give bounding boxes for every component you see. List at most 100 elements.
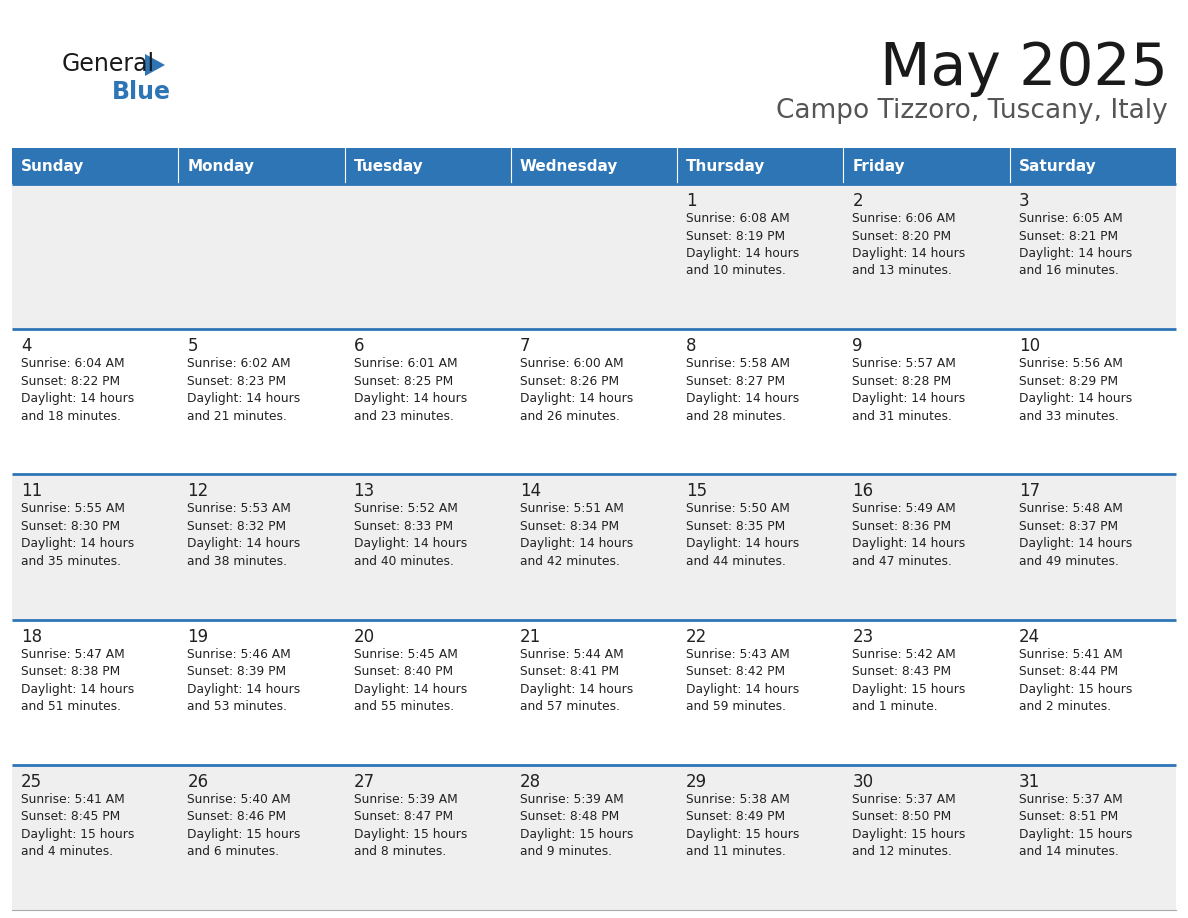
Text: and 23 minutes.: and 23 minutes. xyxy=(354,409,454,422)
Bar xyxy=(843,184,1010,330)
Text: Sunrise: 5:41 AM: Sunrise: 5:41 AM xyxy=(1019,647,1123,661)
Text: 15: 15 xyxy=(687,482,707,500)
Text: Sunset: 8:33 PM: Sunset: 8:33 PM xyxy=(354,520,453,533)
Text: Sunrise: 6:05 AM: Sunrise: 6:05 AM xyxy=(1019,212,1123,225)
Bar xyxy=(345,765,511,910)
Text: Sunset: 8:47 PM: Sunset: 8:47 PM xyxy=(354,811,453,823)
Text: 16: 16 xyxy=(853,482,873,500)
Text: Daylight: 14 hours: Daylight: 14 hours xyxy=(687,392,800,405)
Text: Sunrise: 5:38 AM: Sunrise: 5:38 AM xyxy=(687,793,790,806)
Text: Sunrise: 6:01 AM: Sunrise: 6:01 AM xyxy=(354,357,457,370)
Text: Daylight: 14 hours: Daylight: 14 hours xyxy=(188,537,301,551)
Text: Sunrise: 5:45 AM: Sunrise: 5:45 AM xyxy=(354,647,457,661)
Text: Daylight: 14 hours: Daylight: 14 hours xyxy=(853,537,966,551)
Text: and 53 minutes.: and 53 minutes. xyxy=(188,700,287,713)
Text: Sunset: 8:21 PM: Sunset: 8:21 PM xyxy=(1019,230,1118,242)
Text: 10: 10 xyxy=(1019,337,1040,355)
Text: Campo Tizzoro, Tuscany, Italy: Campo Tizzoro, Tuscany, Italy xyxy=(776,98,1168,124)
Text: 8: 8 xyxy=(687,337,696,355)
Text: and 35 minutes.: and 35 minutes. xyxy=(21,554,121,568)
Text: 22: 22 xyxy=(687,628,707,645)
Text: 1: 1 xyxy=(687,192,697,210)
Text: Sunday: Sunday xyxy=(21,159,84,174)
Text: Daylight: 14 hours: Daylight: 14 hours xyxy=(21,683,134,696)
Text: 30: 30 xyxy=(853,773,873,790)
Text: Sunset: 8:49 PM: Sunset: 8:49 PM xyxy=(687,811,785,823)
Text: and 47 minutes.: and 47 minutes. xyxy=(853,554,953,568)
Text: Sunrise: 5:42 AM: Sunrise: 5:42 AM xyxy=(853,647,956,661)
Text: and 18 minutes.: and 18 minutes. xyxy=(21,409,121,422)
Text: Daylight: 14 hours: Daylight: 14 hours xyxy=(520,392,633,405)
Bar xyxy=(511,620,677,765)
Text: Sunrise: 5:43 AM: Sunrise: 5:43 AM xyxy=(687,647,790,661)
Text: and 31 minutes.: and 31 minutes. xyxy=(853,409,953,422)
Text: Sunset: 8:32 PM: Sunset: 8:32 PM xyxy=(188,520,286,533)
Bar xyxy=(1010,184,1176,330)
Text: Monday: Monday xyxy=(188,159,254,174)
Bar xyxy=(12,330,178,475)
Text: and 21 minutes.: and 21 minutes. xyxy=(188,409,287,422)
Text: 24: 24 xyxy=(1019,628,1040,645)
Bar xyxy=(511,330,677,475)
Text: Daylight: 14 hours: Daylight: 14 hours xyxy=(354,683,467,696)
Text: Daylight: 15 hours: Daylight: 15 hours xyxy=(853,828,966,841)
Text: Daylight: 14 hours: Daylight: 14 hours xyxy=(1019,537,1132,551)
Text: Sunrise: 5:50 AM: Sunrise: 5:50 AM xyxy=(687,502,790,515)
Bar xyxy=(345,475,511,620)
Text: May 2025: May 2025 xyxy=(880,40,1168,97)
Bar xyxy=(511,765,677,910)
Text: Sunrise: 5:49 AM: Sunrise: 5:49 AM xyxy=(853,502,956,515)
Text: Sunrise: 5:55 AM: Sunrise: 5:55 AM xyxy=(21,502,125,515)
Text: Sunrise: 6:08 AM: Sunrise: 6:08 AM xyxy=(687,212,790,225)
Bar xyxy=(178,148,345,184)
Text: Sunset: 8:35 PM: Sunset: 8:35 PM xyxy=(687,520,785,533)
Bar xyxy=(677,620,843,765)
Text: and 2 minutes.: and 2 minutes. xyxy=(1019,700,1111,713)
Bar xyxy=(345,330,511,475)
Bar xyxy=(677,330,843,475)
Text: Daylight: 14 hours: Daylight: 14 hours xyxy=(687,537,800,551)
Text: Sunrise: 5:37 AM: Sunrise: 5:37 AM xyxy=(853,793,956,806)
Text: Sunset: 8:28 PM: Sunset: 8:28 PM xyxy=(853,375,952,387)
Text: 20: 20 xyxy=(354,628,374,645)
Text: Sunset: 8:34 PM: Sunset: 8:34 PM xyxy=(520,520,619,533)
Text: 21: 21 xyxy=(520,628,541,645)
Bar xyxy=(12,620,178,765)
Bar xyxy=(345,620,511,765)
Text: 18: 18 xyxy=(21,628,42,645)
Text: Blue: Blue xyxy=(112,80,171,104)
Bar xyxy=(511,475,677,620)
Bar xyxy=(1010,330,1176,475)
Bar xyxy=(178,620,345,765)
Text: and 12 minutes.: and 12 minutes. xyxy=(853,845,953,858)
Text: 11: 11 xyxy=(21,482,43,500)
Text: Daylight: 15 hours: Daylight: 15 hours xyxy=(354,828,467,841)
Text: 17: 17 xyxy=(1019,482,1040,500)
Bar xyxy=(1010,765,1176,910)
Text: Sunset: 8:27 PM: Sunset: 8:27 PM xyxy=(687,375,785,387)
Text: and 28 minutes.: and 28 minutes. xyxy=(687,409,786,422)
Text: Sunrise: 5:58 AM: Sunrise: 5:58 AM xyxy=(687,357,790,370)
Polygon shape xyxy=(145,54,165,76)
Text: 7: 7 xyxy=(520,337,530,355)
Text: Sunrise: 5:47 AM: Sunrise: 5:47 AM xyxy=(21,647,125,661)
Text: Sunset: 8:39 PM: Sunset: 8:39 PM xyxy=(188,666,286,678)
Text: 25: 25 xyxy=(21,773,42,790)
Text: Sunrise: 5:51 AM: Sunrise: 5:51 AM xyxy=(520,502,624,515)
Text: Daylight: 15 hours: Daylight: 15 hours xyxy=(687,828,800,841)
Bar xyxy=(511,184,677,330)
Bar xyxy=(843,330,1010,475)
Text: Sunset: 8:20 PM: Sunset: 8:20 PM xyxy=(853,230,952,242)
Bar xyxy=(1010,148,1176,184)
Bar xyxy=(345,184,511,330)
Text: Sunrise: 5:56 AM: Sunrise: 5:56 AM xyxy=(1019,357,1123,370)
Text: Sunrise: 5:53 AM: Sunrise: 5:53 AM xyxy=(188,502,291,515)
Text: Sunrise: 5:48 AM: Sunrise: 5:48 AM xyxy=(1019,502,1123,515)
Text: Sunset: 8:48 PM: Sunset: 8:48 PM xyxy=(520,811,619,823)
Text: Sunset: 8:40 PM: Sunset: 8:40 PM xyxy=(354,666,453,678)
Text: Sunrise: 5:44 AM: Sunrise: 5:44 AM xyxy=(520,647,624,661)
Text: Sunset: 8:37 PM: Sunset: 8:37 PM xyxy=(1019,520,1118,533)
Bar xyxy=(843,765,1010,910)
Text: Sunset: 8:44 PM: Sunset: 8:44 PM xyxy=(1019,666,1118,678)
Text: Sunset: 8:26 PM: Sunset: 8:26 PM xyxy=(520,375,619,387)
